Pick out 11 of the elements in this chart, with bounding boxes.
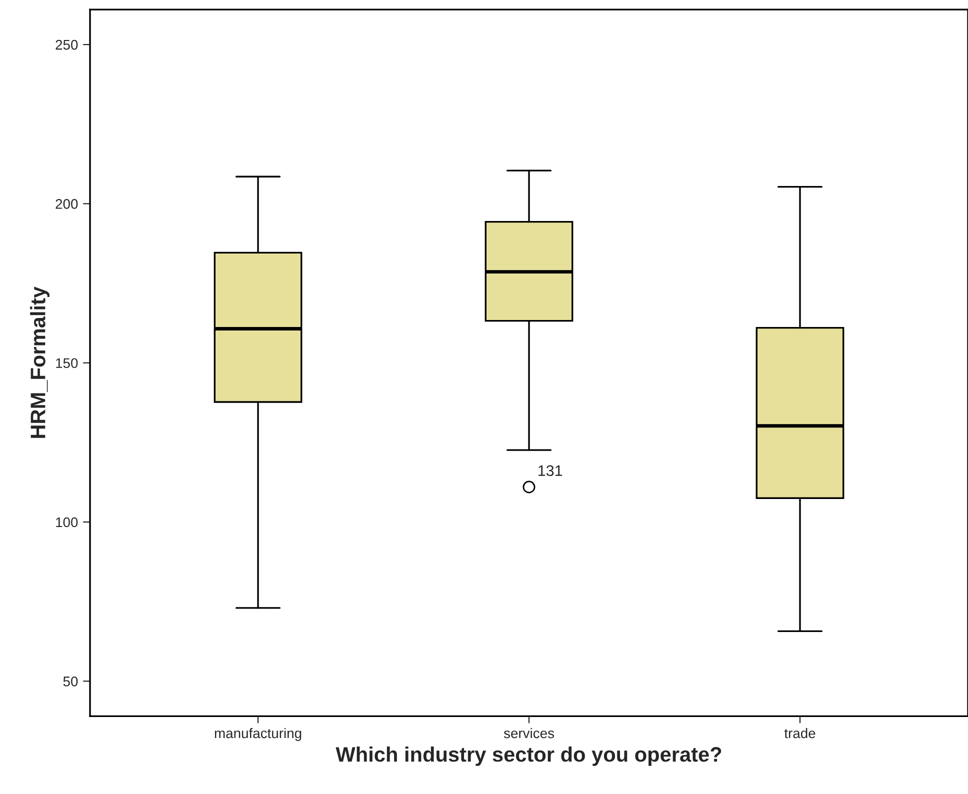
y-tick-label: 200	[56, 199, 78, 209]
x-tick-label: services	[504, 728, 554, 738]
annotation: 131	[538, 465, 562, 476]
y-tick-label: 100	[56, 517, 78, 528]
x-tick-label: trade	[784, 728, 816, 738]
x-tick-label: manufacturing	[214, 728, 302, 741]
y-tick-label: 250	[56, 40, 78, 50]
y-tick-label: 150	[56, 358, 78, 368]
y-axis-title: HRM_Formality	[30, 286, 50, 438]
x-axis-title: Which industry sector do you operate?	[336, 746, 722, 766]
y-tick-label: 50	[63, 676, 78, 686]
